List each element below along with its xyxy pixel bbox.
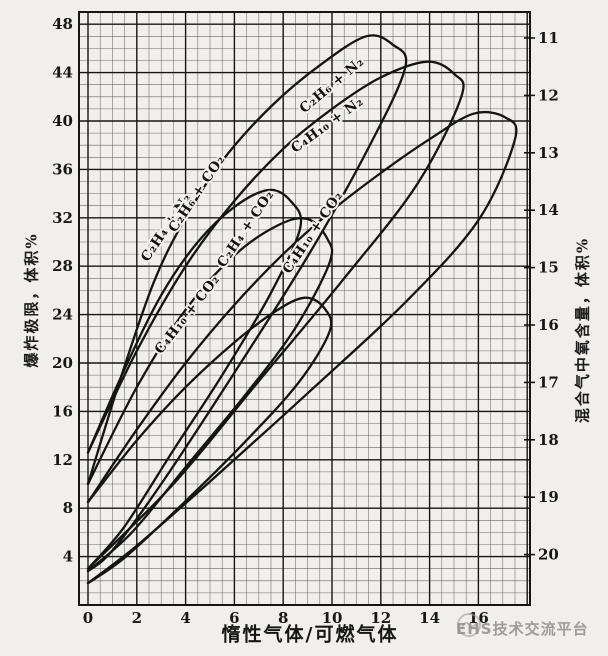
- y-tick-label-right: 12: [538, 86, 559, 104]
- x-tick-label: 8: [278, 609, 288, 627]
- y-tick-label-left: 20: [52, 354, 73, 372]
- y-tick-label-left: 48: [52, 15, 73, 33]
- curve-4: [86, 188, 303, 570]
- y-tick-label-left: 32: [52, 209, 73, 227]
- watermark-text: EHS技术交流平台: [456, 619, 589, 638]
- x-tick-label: 10: [322, 609, 343, 627]
- tick-labels: 0 2 4 6 8 10 12 14 16481216202428323640444811121…: [52, 15, 559, 627]
- x-tick-label: 0: [83, 609, 93, 627]
- y-axis-title-left: 爆炸极限，体积%: [22, 232, 41, 368]
- grid: [78, 11, 531, 606]
- x-tick-label: 6: [229, 609, 239, 627]
- y-tick-label-left: 44: [52, 64, 73, 82]
- y-tick-label-right: 14: [538, 201, 559, 219]
- y-tick-label-right: 16: [538, 316, 559, 334]
- x-axis-title: 惰性气体/可燃气体: [221, 623, 399, 646]
- y-tick-label-right: 18: [538, 431, 559, 449]
- curve-6: [86, 296, 333, 585]
- x-tick-label: 12: [370, 609, 391, 627]
- ehs-logo-icon: [457, 613, 481, 637]
- x-tick-label: 14: [419, 609, 440, 627]
- y-tick-label-left: 36: [52, 160, 73, 178]
- y-axis-title-right: 混合气中氧含量，体积%: [573, 236, 592, 424]
- curve-5: [86, 217, 334, 573]
- curve-1: [86, 34, 408, 573]
- y-tick-label-left: 12: [52, 451, 73, 469]
- y-tick-label-right: 20: [538, 546, 559, 564]
- y-tick-label-right: 17: [538, 373, 559, 391]
- curve-label: C₄H₁₀ + CO₂: [279, 188, 346, 276]
- y-tick-label-left: 28: [52, 257, 73, 275]
- y-tick-label-left: 24: [52, 306, 73, 324]
- y-tick-label-left: 40: [52, 112, 73, 130]
- x-tick-label: 2: [132, 609, 142, 627]
- y-tick-label-left: 4: [63, 548, 73, 566]
- y-tick-label-right: 11: [538, 29, 559, 47]
- watermark: EHS技术交流平台: [456, 612, 606, 644]
- curve-2: [86, 60, 465, 570]
- curve-3: [86, 111, 518, 585]
- curves: [86, 34, 518, 585]
- y-tick-label-right: 13: [538, 144, 559, 162]
- y-tick-label-right: 19: [538, 488, 559, 506]
- x-tick-label: 4: [180, 609, 190, 627]
- y-tick-label-left: 16: [52, 402, 73, 420]
- y-tick-label-right: 15: [538, 259, 559, 277]
- y-tick-label-left: 8: [63, 499, 73, 517]
